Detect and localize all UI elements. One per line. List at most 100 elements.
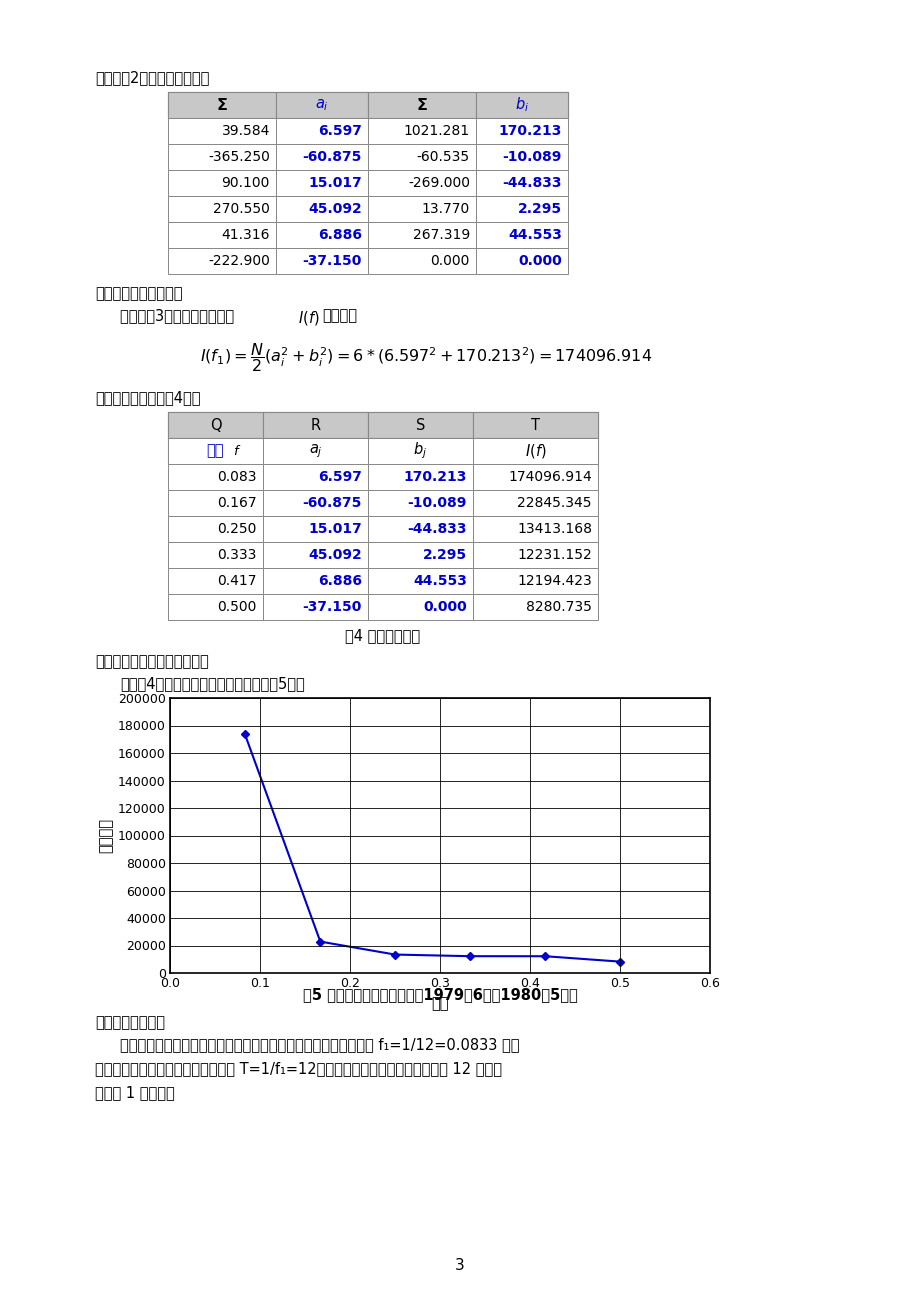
Text: 0.333: 0.333	[218, 548, 256, 562]
Text: $b_i$: $b_i$	[515, 95, 528, 115]
Text: 第四步，计算频率强度: 第四步，计算频率强度	[95, 286, 182, 301]
Text: 44.553: 44.553	[507, 228, 562, 242]
Bar	[276, 118, 368, 145]
Text: 频率: 频率	[207, 444, 224, 458]
Bar	[368, 594, 472, 620]
Text: 图5 某河流径流量的周期图（1979年6月－1980年5月）: 图5 某河流径流量的周期图（1979年6月－1980年5月）	[302, 987, 577, 1003]
Bar	[368, 171, 475, 197]
Text: $a_i$: $a_i$	[315, 98, 328, 113]
Text: 170.213: 170.213	[403, 470, 467, 484]
Bar	[263, 542, 368, 568]
Text: -37.150: -37.150	[302, 600, 361, 615]
Text: 利用图4中的数据，不难画出周期图（图5）。: 利用图4中的数据，不难画出周期图（图5）。	[119, 676, 304, 691]
Bar	[168, 437, 597, 464]
Bar	[168, 411, 263, 437]
Text: 13.770: 13.770	[421, 202, 470, 216]
Bar	[168, 437, 263, 464]
Bar	[168, 247, 276, 273]
Text: 其余依此类推（见图4）。: 其余依此类推（见图4）。	[95, 391, 200, 405]
Bar	[472, 542, 597, 568]
Bar	[168, 223, 276, 247]
Text: 第六步，周期识别: 第六步，周期识别	[95, 1016, 165, 1030]
Bar	[263, 594, 368, 620]
Text: $I(f)$: $I(f)$	[524, 441, 546, 460]
Text: 图4 计算频率强度: 图4 计算频率强度	[345, 628, 420, 643]
Bar	[472, 594, 597, 620]
Bar	[276, 145, 368, 171]
Text: -60.875: -60.875	[302, 496, 361, 510]
Text: $I(f_1)=\dfrac{N}{2}(a_i^2+b_i^2)=6*(6.597^2+170.213^2)=174096.914$: $I(f_1)=\dfrac{N}{2}(a_i^2+b_i^2)=6*(6.5…	[199, 341, 652, 375]
Text: 15.017: 15.017	[308, 176, 361, 190]
Bar	[475, 92, 567, 118]
Bar	[368, 92, 475, 118]
Bar	[368, 490, 472, 516]
Text: 0.250: 0.250	[218, 522, 256, 536]
X-axis label: 频率: 频率	[431, 996, 448, 1010]
Text: $a_j$: $a_j$	[308, 443, 322, 460]
Bar	[168, 542, 263, 568]
Text: 90.100: 90.100	[221, 176, 269, 190]
Bar	[368, 568, 472, 594]
Text: S: S	[415, 418, 425, 432]
Text: 0.500: 0.500	[218, 600, 256, 615]
Text: -44.833: -44.833	[502, 176, 562, 190]
Bar	[472, 437, 597, 464]
Bar	[472, 411, 597, 437]
Bar	[168, 411, 597, 437]
Text: 13413.168: 13413.168	[516, 522, 591, 536]
Y-axis label: 频率强度: 频率强度	[98, 818, 114, 853]
Bar	[168, 171, 276, 197]
Text: 采用式（2）进行逐步计算。: 采用式（2）进行逐步计算。	[95, 70, 210, 85]
Bar	[168, 145, 276, 171]
Text: $b_j$: $b_j$	[413, 440, 427, 461]
Bar	[263, 568, 368, 594]
Bar	[475, 197, 567, 223]
Text: 3: 3	[455, 1258, 464, 1272]
Text: $\mathbf{\Sigma}$: $\mathbf{\Sigma}$	[415, 98, 427, 113]
Text: 1021.281: 1021.281	[403, 124, 470, 138]
Bar	[368, 411, 472, 437]
Text: 0.000: 0.000	[517, 254, 562, 268]
Text: 0.000: 0.000	[430, 254, 470, 268]
Text: 值。例如: 值。例如	[322, 309, 357, 323]
Text: 22845.345: 22845.345	[516, 496, 591, 510]
Text: 41.316: 41.316	[221, 228, 269, 242]
Bar	[472, 516, 597, 542]
Text: 44.553: 44.553	[413, 574, 467, 589]
Text: 利用式（3），非常容易算出: 利用式（3），非常容易算出	[119, 309, 239, 323]
Text: 6.597: 6.597	[318, 124, 361, 138]
Text: -365.250: -365.250	[208, 150, 269, 164]
Bar	[475, 171, 567, 197]
Bar	[368, 247, 475, 273]
Bar	[263, 516, 368, 542]
Text: 45.092: 45.092	[308, 202, 361, 216]
Text: 2.295: 2.295	[423, 548, 467, 562]
Text: -44.833: -44.833	[407, 522, 467, 536]
Bar	[368, 437, 472, 464]
Bar	[263, 490, 368, 516]
Text: 174096.914: 174096.914	[507, 470, 591, 484]
Bar	[168, 516, 263, 542]
Bar	[475, 223, 567, 247]
Text: 39.584: 39.584	[221, 124, 269, 138]
Text: 8280.735: 8280.735	[526, 600, 591, 615]
Bar	[263, 464, 368, 490]
Text: 0.417: 0.417	[217, 574, 256, 589]
Bar	[168, 118, 276, 145]
Text: 第五步，绘制时间序列周期图: 第五步，绘制时间序列周期图	[95, 654, 209, 669]
Text: 0.000: 0.000	[423, 600, 467, 615]
Text: 6.597: 6.597	[318, 470, 361, 484]
Text: 270.550: 270.550	[213, 202, 269, 216]
Bar	[168, 92, 276, 118]
Text: 关键是寻找频率的极值点或突变点。在本例中，没有极值点，但在 f₁=1/12=0.0833 处，: 关键是寻找频率的极值点或突变点。在本例中，没有极值点，但在 f₁=1/12=0.…	[119, 1036, 519, 1052]
Text: T: T	[530, 418, 539, 432]
Text: Q: Q	[210, 418, 221, 432]
Text: 170.213: 170.213	[498, 124, 562, 138]
Bar	[168, 464, 263, 490]
Bar	[368, 197, 475, 223]
Bar	[168, 92, 567, 118]
Text: 12231.152: 12231.152	[516, 548, 591, 562]
Text: 0.083: 0.083	[217, 470, 256, 484]
Bar	[368, 464, 472, 490]
Text: $f$: $f$	[233, 444, 242, 458]
